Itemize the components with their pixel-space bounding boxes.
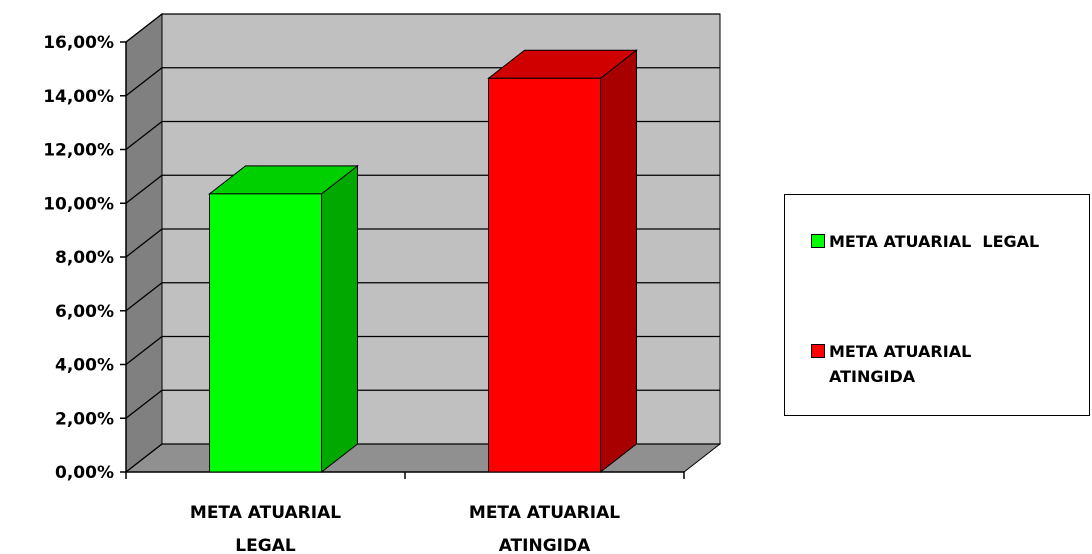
y-tick-label: 10,00% — [43, 194, 114, 214]
x-category-label: META ATUARIAL — [469, 503, 620, 523]
gridline-side — [125, 335, 163, 366]
bar-side — [321, 164, 358, 474]
bar-front — [209, 193, 322, 473]
gridline-side — [125, 13, 163, 43]
x-category-label: ATINGIDA — [499, 536, 591, 554]
bars — [208, 49, 638, 474]
x-category-labels: META ATUARIAL LEGAL META ATUARIAL ATINGIDA — [190, 503, 620, 554]
x-category-label: META ATUARIAL — [190, 503, 341, 523]
y-tick-label: 4,00% — [55, 356, 114, 376]
legend-label-legal: META ATUARIAL LEGAL — [829, 232, 1040, 251]
y-tick-label: 2,00% — [55, 409, 114, 429]
y-tick-label: 6,00% — [55, 302, 114, 322]
bar-side — [600, 49, 637, 474]
x-category-label: LEGAL — [235, 536, 296, 554]
legend-swatch-legal — [811, 234, 825, 248]
gridline-side — [125, 228, 163, 258]
gridline-side — [125, 443, 163, 473]
legend-item-atingida: META ATUARIAL ATINGIDA — [811, 339, 1059, 389]
legend-item-legal: META ATUARIAL LEGAL — [811, 229, 1059, 254]
gridline-side — [125, 282, 163, 312]
gridline-side — [125, 67, 163, 97]
bar-meta-atuarial-atingida — [487, 49, 638, 474]
gridline-side — [125, 174, 163, 204]
y-tick-label: 16,00% — [43, 33, 114, 53]
legend: META ATUARIAL LEGAL META ATUARIAL ATINGI… — [784, 194, 1090, 416]
gridline-side — [125, 389, 163, 419]
bar-front — [488, 77, 601, 473]
y-tick-labels: 0,00% 2,00% 4,00% 6,00% 8,00% 10,00% 12,00% 14,… — [43, 33, 114, 483]
legend-swatch-atingida — [811, 344, 825, 358]
gridline-side — [125, 120, 163, 151]
y-tick-label: 12,00% — [43, 141, 114, 161]
bar-meta-atuarial-legal — [208, 164, 359, 474]
y-tick-label: 14,00% — [43, 87, 114, 107]
y-tick-label: 8,00% — [55, 248, 114, 268]
y-tick-label: 0,00% — [55, 463, 114, 483]
legend-label-atingida: META ATUARIAL ATINGIDA — [829, 342, 972, 386]
